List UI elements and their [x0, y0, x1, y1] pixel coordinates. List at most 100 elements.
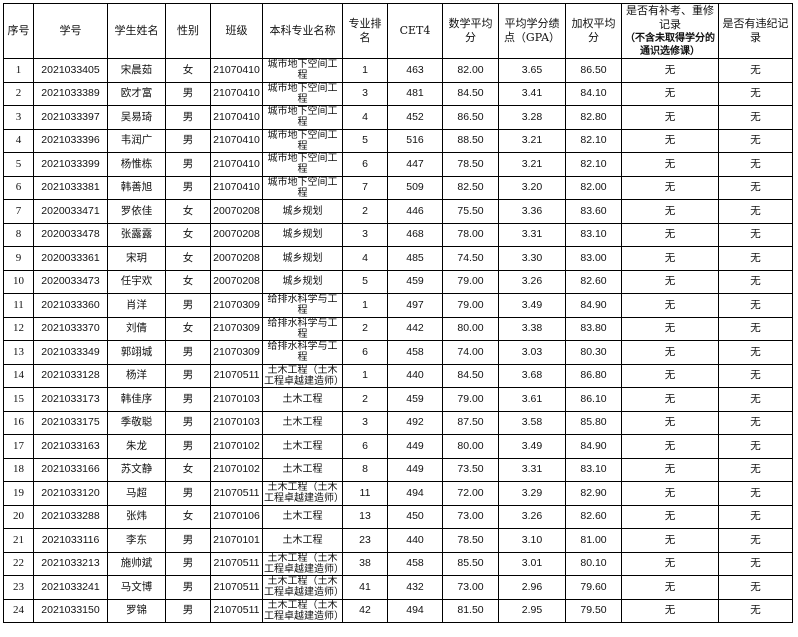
cell-major: 土木工程 — [262, 434, 343, 459]
cell-discipline-record: 无 — [718, 363, 793, 388]
cell-gender: 女 — [165, 316, 211, 341]
cell-major: 土木工程 — [262, 387, 343, 412]
cell-class: 21070309 — [210, 340, 263, 365]
cell-major-rank: 6 — [342, 152, 388, 177]
header-weighted-avg: 加权平均分 — [565, 3, 622, 59]
cell-index: 16 — [3, 410, 34, 435]
cell-retake-record: 无 — [621, 363, 719, 388]
cell-name: 季敬聪 — [107, 410, 166, 435]
cell-math-avg: 79.00 — [442, 293, 499, 318]
cell-class: 21070410 — [210, 105, 263, 130]
table-row: 13 2021033349 郭翊城男 21070309 给排水科学与工程 6 458 74.0… — [3, 340, 793, 365]
cell-class: 21070410 — [210, 152, 263, 177]
cell-math-avg: 81.50 — [442, 598, 499, 623]
cell-math-avg: 73.00 — [442, 504, 499, 529]
cell-gender: 男 — [165, 387, 211, 412]
cell-student-id: 2021033405 — [33, 58, 108, 83]
cell-name: 肖洋 — [107, 293, 166, 318]
cell-discipline-record: 无 — [718, 222, 793, 247]
cell-weighted-avg: 86.80 — [565, 363, 622, 388]
cell-gpa: 3.36 — [498, 199, 566, 224]
cell-student-id: 2021033150 — [33, 598, 108, 623]
cell-cet4: 440 — [387, 528, 443, 553]
cell-gpa: 3.21 — [498, 152, 566, 177]
cell-discipline-record: 无 — [718, 434, 793, 459]
cell-retake-record: 无 — [621, 410, 719, 435]
cell-weighted-avg: 82.60 — [565, 504, 622, 529]
cell-discipline-record: 无 — [718, 58, 793, 83]
cell-major: 土木工程 — [262, 504, 343, 529]
cell-class: 20070208 — [210, 222, 263, 247]
cell-gender: 女 — [165, 58, 211, 83]
cell-weighted-avg: 79.60 — [565, 575, 622, 600]
cell-name: 马文博 — [107, 575, 166, 600]
cell-class: 21070102 — [210, 434, 263, 459]
cell-name: 施帅斌 — [107, 551, 166, 576]
cell-cet4: 459 — [387, 269, 443, 294]
cell-major-rank: 1 — [342, 58, 388, 83]
cell-gender: 男 — [165, 551, 211, 576]
cell-major: 城乡规划 — [262, 222, 343, 247]
cell-gender: 男 — [165, 598, 211, 623]
cell-student-id: 2021033288 — [33, 504, 108, 529]
cell-cet4: 497 — [387, 293, 443, 318]
cell-gpa: 3.26 — [498, 269, 566, 294]
cell-cet4: 452 — [387, 105, 443, 130]
cell-class: 21070410 — [210, 175, 263, 200]
cell-index: 22 — [3, 551, 34, 576]
cell-index: 12 — [3, 316, 34, 341]
cell-major-rank: 6 — [342, 434, 388, 459]
cell-class: 21070410 — [210, 81, 263, 106]
cell-gender: 男 — [165, 363, 211, 388]
cell-retake-record: 无 — [621, 528, 719, 553]
cell-class: 21070511 — [210, 551, 263, 576]
cell-major-rank: 1 — [342, 293, 388, 318]
table-row: 1 2021033405 宋晨茹女 21070410 城市地下空间工程 1 463 82.00… — [3, 58, 793, 83]
table-body: 1 2021033405 宋晨茹女 21070410 城市地下空间工程 1 463 82.00… — [3, 58, 793, 623]
cell-class: 21070511 — [210, 598, 263, 623]
header-discipline-record: 是否有违纪记录 — [718, 3, 793, 59]
cell-gender: 男 — [165, 528, 211, 553]
cell-index: 8 — [3, 222, 34, 247]
cell-discipline-record: 无 — [718, 269, 793, 294]
cell-math-avg: 86.50 — [442, 105, 499, 130]
cell-weighted-avg: 82.80 — [565, 105, 622, 130]
header-gpa: 平均学分绩点（GPA） — [498, 3, 566, 59]
cell-class: 21070106 — [210, 504, 263, 529]
cell-name: 杨洋 — [107, 363, 166, 388]
table-row: 15 2021033173 韩佳序男 21070103 土木工程 2 459 79.00 3.6… — [3, 387, 793, 412]
header-major: 本科专业名称 — [262, 3, 343, 59]
cell-index: 6 — [3, 175, 34, 200]
cell-retake-record: 无 — [621, 457, 719, 482]
header-retake-note: （不含未取得学分的通识选修课） — [625, 33, 715, 57]
cell-name: 朱龙 — [107, 434, 166, 459]
cell-major-rank: 2 — [342, 316, 388, 341]
cell-major: 给排水科学与工程 — [262, 316, 343, 341]
cell-gender: 女 — [165, 199, 211, 224]
cell-retake-record: 无 — [621, 504, 719, 529]
cell-class: 21070511 — [210, 363, 263, 388]
cell-cet4: 459 — [387, 387, 443, 412]
cell-math-avg: 79.00 — [442, 387, 499, 412]
cell-index: 18 — [3, 457, 34, 482]
cell-major: 土木工程（土木工程卓越建造师） — [262, 598, 343, 623]
cell-gpa: 2.96 — [498, 575, 566, 600]
cell-gpa: 2.95 — [498, 598, 566, 623]
cell-discipline-record: 无 — [718, 598, 793, 623]
cell-weighted-avg: 83.00 — [565, 246, 622, 271]
cell-student-id: 2021033213 — [33, 551, 108, 576]
cell-index: 14 — [3, 363, 34, 388]
cell-major-rank: 6 — [342, 340, 388, 365]
cell-weighted-avg: 85.80 — [565, 410, 622, 435]
cell-student-id: 2021033173 — [33, 387, 108, 412]
table-row: 23 2021033241 马文博男 21070511 土木工程（土木工程卓越建造师） 4… — [3, 575, 793, 600]
cell-weighted-avg: 79.50 — [565, 598, 622, 623]
cell-index: 21 — [3, 528, 34, 553]
table-row: 9 2020033361 宋玥女 20070208 城乡规划 4 485 74.50 3.30 8… — [3, 246, 793, 271]
cell-weighted-avg: 82.10 — [565, 128, 622, 153]
header-name: 学生姓名 — [107, 3, 166, 59]
table-row: 19 2021033120 马超男 21070511 土木工程（土木工程卓越建造师） 11… — [3, 481, 793, 506]
cell-retake-record: 无 — [621, 58, 719, 83]
cell-gpa: 3.49 — [498, 293, 566, 318]
cell-retake-record: 无 — [621, 128, 719, 153]
